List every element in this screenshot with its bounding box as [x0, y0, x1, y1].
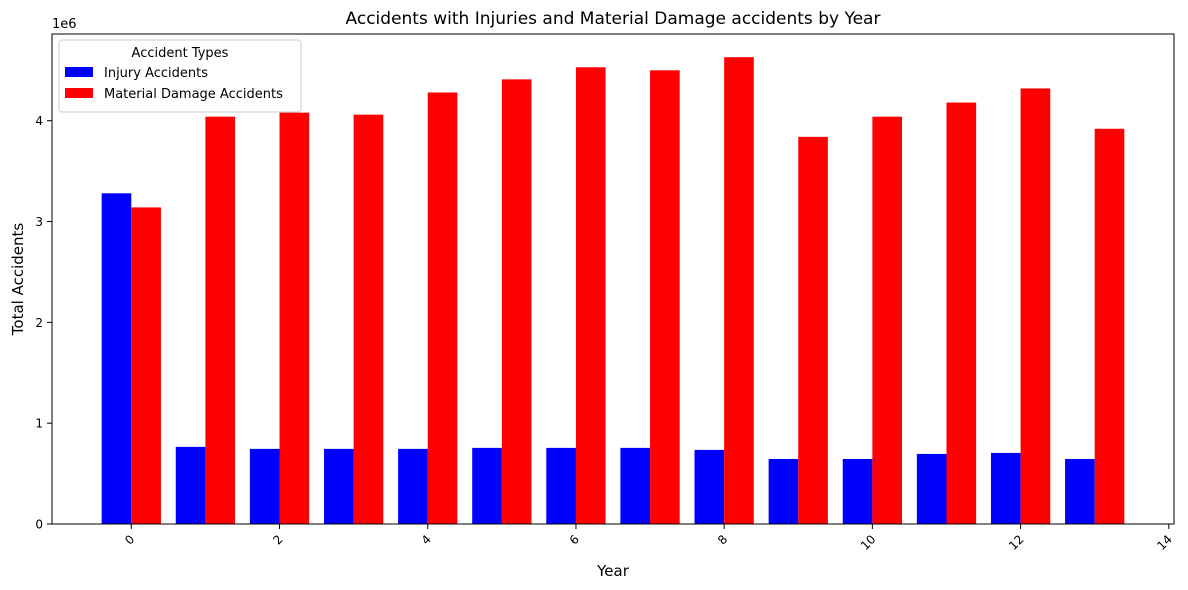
legend-swatch-injury — [65, 67, 93, 77]
x-tick-label: 10 — [858, 532, 879, 553]
material-damage-bar-9 — [798, 136, 828, 524]
injury-bar-4 — [398, 448, 428, 524]
injury-bar-13 — [1065, 458, 1095, 524]
material-damage-bar-5 — [501, 79, 532, 525]
y-tick-label: 3 — [35, 215, 43, 229]
injury-bar-5 — [472, 447, 502, 524]
chart-title: Accidents with Injuries and Material Dam… — [346, 9, 881, 29]
x-tick-label: 0 — [122, 532, 137, 547]
y-tick-label: 2 — [35, 316, 43, 330]
legend-title: Accident Types — [132, 46, 229, 61]
x-tick-label: 14 — [1154, 532, 1175, 553]
x-ticks: 0 2 4 6 8 10 12 14 — [122, 524, 1175, 553]
y-tick-label: 4 — [35, 114, 43, 128]
x-tick-label: 4 — [419, 532, 434, 547]
legend-label-material: Material Damage Accidents — [104, 87, 283, 102]
injury-bar-11 — [916, 453, 947, 524]
y-axis-label: Total Accidents — [9, 223, 27, 337]
bars-group — [101, 57, 1125, 525]
plot-frame — [51, 33, 1175, 525]
material-damage-bar-1 — [205, 116, 236, 524]
y-ticks: 0 1 2 3 4 — [35, 114, 52, 532]
legend-box — [58, 39, 302, 113]
material-damage-bar-7 — [650, 70, 680, 524]
material-damage-bar-11 — [946, 102, 977, 525]
y-tick-label: 0 — [35, 518, 43, 532]
y-tick-label: 1 — [35, 417, 43, 431]
legend: Accident Types Injury Accidents Material… — [58, 39, 302, 113]
material-damage-bar-8 — [724, 57, 754, 524]
x-tick-label: 8 — [715, 532, 730, 547]
material-damage-bar-3 — [353, 114, 384, 524]
injury-bar-8 — [694, 449, 725, 524]
injury-bar-12 — [990, 452, 1021, 524]
injury-bar-9 — [768, 458, 799, 524]
injury-bar-1 — [175, 446, 206, 524]
injury-bar-2 — [249, 448, 280, 524]
material-damage-bar-6 — [575, 67, 606, 524]
y-offset-label: 1e6 — [52, 17, 77, 32]
material-damage-bar-2 — [279, 112, 310, 525]
material-damage-bar-12 — [1020, 88, 1051, 524]
material-damage-bar-13 — [1094, 128, 1125, 524]
injury-bar-0 — [101, 193, 132, 524]
injury-bar-10 — [842, 458, 873, 524]
x-tick-label: 2 — [270, 532, 285, 547]
injury-bar-6 — [546, 447, 576, 524]
x-tick-label: 12 — [1006, 532, 1027, 553]
x-tick-label: 6 — [567, 532, 582, 547]
legend-label-injury: Injury Accidents — [104, 66, 208, 81]
x-axis-label: Year — [596, 562, 630, 580]
material-damage-bar-0 — [131, 207, 161, 524]
legend-swatch-material — [65, 88, 93, 98]
injury-bar-3 — [323, 448, 354, 524]
material-damage-bar-4 — [427, 92, 458, 525]
injury-bar-7 — [620, 447, 651, 524]
material-damage-bar-10 — [872, 116, 903, 524]
